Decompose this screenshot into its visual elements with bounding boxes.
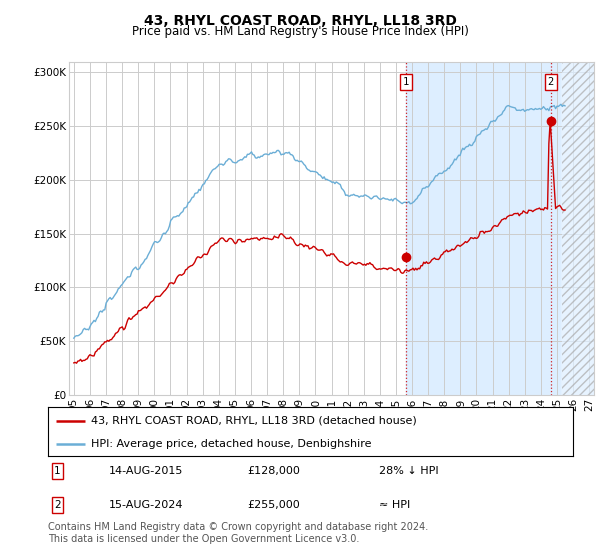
Text: Contains HM Land Registry data © Crown copyright and database right 2024.
This d: Contains HM Land Registry data © Crown c… xyxy=(48,522,428,544)
Text: £255,000: £255,000 xyxy=(248,500,300,510)
Text: 2: 2 xyxy=(548,77,554,87)
Text: £128,000: £128,000 xyxy=(248,466,301,476)
Text: 1: 1 xyxy=(403,77,409,87)
Text: 43, RHYL COAST ROAD, RHYL, LL18 3RD: 43, RHYL COAST ROAD, RHYL, LL18 3RD xyxy=(143,14,457,28)
Bar xyxy=(406,62,562,395)
Text: HPI: Average price, detached house, Denbighshire: HPI: Average price, detached house, Denb… xyxy=(91,439,371,449)
Text: 2: 2 xyxy=(54,500,61,510)
Text: 43, RHYL COAST ROAD, RHYL, LL18 3RD (detached house): 43, RHYL COAST ROAD, RHYL, LL18 3RD (det… xyxy=(91,416,417,426)
Text: 15-AUG-2024: 15-AUG-2024 xyxy=(109,500,183,510)
Text: ≈ HPI: ≈ HPI xyxy=(379,500,410,510)
Text: 1: 1 xyxy=(54,466,61,476)
Text: 14-AUG-2015: 14-AUG-2015 xyxy=(109,466,183,476)
Text: 28% ↓ HPI: 28% ↓ HPI xyxy=(379,466,439,476)
Bar xyxy=(562,62,594,395)
Bar xyxy=(562,62,594,395)
Text: Price paid vs. HM Land Registry's House Price Index (HPI): Price paid vs. HM Land Registry's House … xyxy=(131,25,469,38)
